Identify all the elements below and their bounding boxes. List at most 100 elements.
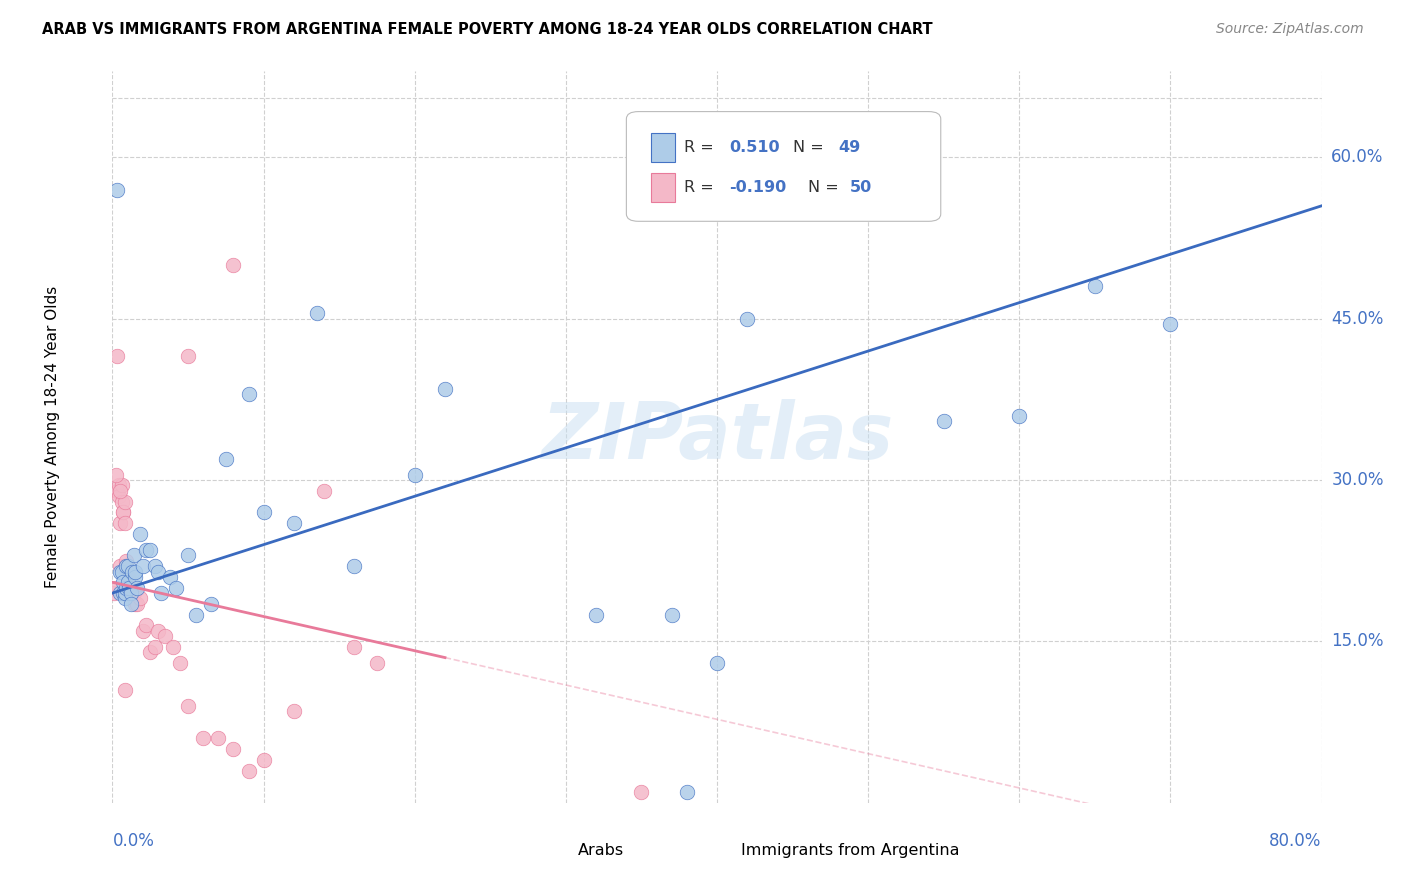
Point [104, 581, 127, 595]
Point [120, 586, 142, 600]
Point [122, 549, 145, 563]
Text: ARAB VS IMMIGRANTS FROM ARGENTINA FEMALE POVERTY AMONG 18-24 YEAR OLDS CORRELATI: ARAB VS IMMIGRANTS FROM ARGENTINA FEMALE… [42, 22, 932, 37]
Point [215, 451, 238, 466]
Point [343, 640, 366, 654]
Point [149, 586, 172, 600]
Point [932, 414, 955, 428]
Point [135, 543, 157, 558]
Bar [651, 173, 675, 202]
Point [108, 483, 131, 498]
Point [222, 742, 245, 756]
Point [135, 618, 157, 632]
Bar [704, 838, 734, 862]
Point [114, 516, 136, 530]
Point [238, 764, 260, 778]
Point [675, 785, 697, 799]
Point [177, 698, 200, 713]
Point [117, 570, 139, 584]
Point [105, 183, 128, 197]
Point [253, 753, 276, 767]
Point [143, 559, 166, 574]
Point [124, 570, 146, 584]
Point [162, 640, 184, 654]
Text: 60.0%: 60.0% [1331, 148, 1384, 167]
Point [115, 559, 138, 574]
Point [115, 559, 138, 574]
Point [1159, 317, 1181, 331]
Text: 15.0%: 15.0% [1331, 632, 1384, 650]
Point [128, 591, 150, 606]
Point [200, 597, 222, 611]
Text: Source: ZipAtlas.com: Source: ZipAtlas.com [1216, 22, 1364, 37]
Point [125, 597, 148, 611]
Point [105, 483, 128, 498]
Point [117, 586, 139, 600]
Point [112, 505, 135, 519]
Text: 50: 50 [851, 180, 872, 194]
Bar [541, 838, 571, 862]
Point [114, 591, 136, 606]
Point [222, 258, 245, 272]
Point [112, 586, 135, 600]
Text: Immigrants from Argentina: Immigrants from Argentina [741, 843, 960, 858]
Point [177, 350, 200, 364]
Point [114, 586, 136, 600]
Text: 30.0%: 30.0% [1331, 471, 1384, 489]
Text: N =: N = [807, 180, 838, 194]
Point [105, 350, 128, 364]
Point [108, 586, 131, 600]
Point [117, 575, 139, 590]
Point [107, 478, 129, 492]
Point [314, 483, 336, 498]
Point [139, 543, 162, 558]
Text: 0.0%: 0.0% [112, 832, 155, 850]
Point [706, 656, 728, 670]
Point [115, 554, 138, 568]
Text: Arabs: Arabs [578, 843, 624, 858]
Point [103, 586, 125, 600]
Point [404, 467, 426, 482]
Point [112, 575, 135, 590]
Point [169, 656, 191, 670]
Point [125, 581, 148, 595]
Point [118, 581, 141, 595]
Point [128, 527, 150, 541]
Point [121, 565, 143, 579]
Point [305, 306, 328, 320]
Point [433, 382, 456, 396]
Text: R =: R = [685, 180, 720, 194]
Point [107, 489, 129, 503]
Point [132, 624, 155, 638]
Point [585, 607, 607, 622]
Point [108, 559, 131, 574]
Point [115, 581, 138, 595]
Point [108, 565, 131, 579]
Point [110, 478, 132, 492]
Point [112, 505, 135, 519]
Point [238, 387, 260, 401]
Point [283, 705, 305, 719]
Text: R =: R = [685, 140, 724, 155]
Point [114, 494, 136, 508]
Point [143, 640, 166, 654]
Point [132, 559, 155, 574]
Point [139, 645, 162, 659]
Point [146, 565, 169, 579]
Text: 45.0%: 45.0% [1331, 310, 1384, 327]
Point [117, 559, 139, 574]
Point [104, 467, 127, 482]
Point [661, 607, 683, 622]
Point [184, 607, 207, 622]
Point [110, 565, 132, 579]
Point [124, 565, 146, 579]
Point [343, 559, 366, 574]
Point [1008, 409, 1031, 423]
Point [283, 516, 305, 530]
Text: 49: 49 [838, 140, 860, 155]
Point [117, 586, 139, 600]
Point [207, 731, 229, 746]
Point [630, 785, 652, 799]
Point [120, 586, 142, 600]
Text: N =: N = [793, 140, 824, 155]
Point [110, 494, 132, 508]
